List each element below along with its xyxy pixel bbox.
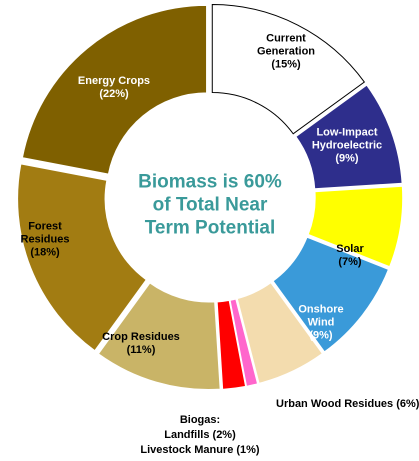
value-label: (6%) — [396, 398, 419, 410]
category-label: Solar — [336, 243, 364, 255]
donut-segment — [211, 4, 366, 135]
value-label: (2%) — [212, 429, 236, 441]
donut-segment — [21, 4, 208, 176]
value-label: (11%) — [126, 344, 156, 356]
donut-segment — [236, 281, 324, 385]
annotation-block: Biogas: Landfills (2%) Livestock Manure (1… — [140, 413, 259, 458]
value-label: (22%) — [99, 88, 129, 100]
segment-label: Onshore Wind (9%) — [286, 304, 356, 343]
category-label: Landfills — [164, 429, 210, 441]
segment-label: Crop Residues (11%) — [101, 331, 181, 357]
donut-segment — [216, 299, 247, 391]
annotation: Biogas: — [179, 414, 221, 426]
donut-segment — [271, 235, 390, 354]
segment-label: Landfills (2%) — [140, 428, 259, 443]
category-label: Onshore Wind — [298, 303, 344, 329]
segment-label: Energy Crops (22%) — [59, 75, 169, 101]
category-label: Forest Residues — [20, 220, 70, 246]
segment-label: Forest Residues (18%) — [5, 221, 85, 260]
donut-segment — [16, 162, 148, 352]
segment-label: Livestock Manure (1%) — [140, 443, 259, 458]
category-label: Energy Crops — [77, 75, 151, 87]
value-label: (7%) — [338, 256, 362, 268]
segment-label: Solar (7%) — [315, 243, 385, 269]
donut-segment — [306, 185, 404, 268]
category-label: Low-Impact Hydroelectric — [311, 126, 383, 152]
value-label: (9%) — [309, 329, 333, 342]
category-label: Current Generation — [256, 32, 316, 58]
segment-label: Urban Wood Residues (6%) — [276, 397, 419, 412]
category-label: Livestock Manure — [140, 444, 234, 456]
value-label: (18%) — [30, 246, 60, 259]
segment-label: Low-Impact Hydroelectric (9%) — [297, 127, 397, 166]
category-label: Urban Wood Residues — [276, 398, 394, 410]
center-label: Biomass is 60% of Total Near Term Potent… — [138, 171, 282, 239]
value-label: (15%) — [271, 58, 301, 71]
value-label: (9%) — [335, 152, 359, 165]
value-label: (1%) — [236, 444, 260, 456]
donut-segment — [294, 83, 404, 190]
segment-label: Current Generation (15%) — [241, 33, 331, 72]
category-label: Crop Residues — [102, 331, 180, 343]
donut-segment — [97, 281, 222, 391]
